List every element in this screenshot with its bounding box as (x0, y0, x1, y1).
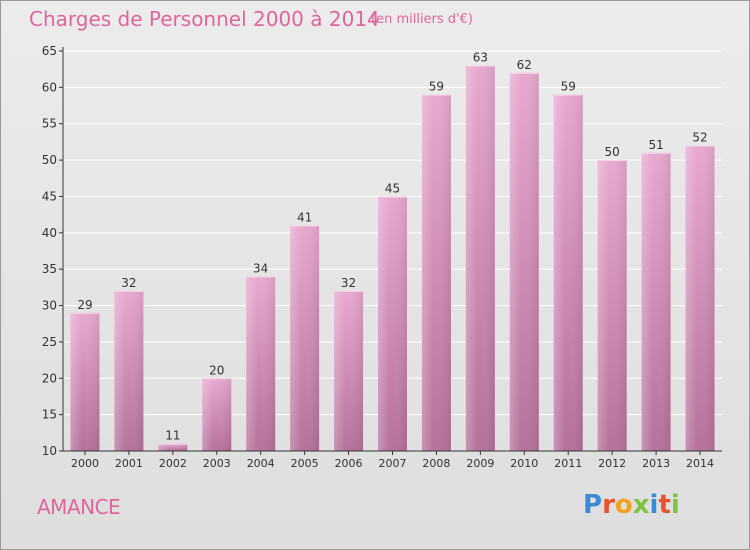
y-tick-label: 65 (42, 44, 57, 58)
bar-value-label: 41 (297, 211, 312, 225)
bar-shine (334, 291, 364, 451)
x-tick-label: 2011 (554, 457, 582, 470)
bar-value-label: 50 (605, 145, 620, 159)
x-tick-label: 2012 (598, 457, 626, 470)
proxiti-logo[interactable]: Proxiti (583, 490, 680, 520)
x-tick-label: 2013 (642, 457, 670, 470)
x-tick-label: 2009 (466, 457, 494, 470)
labels-layer: 29 32 11 20 34 41 32 45 59 63 62 59 50 51 52 (77, 51, 707, 443)
y-tick-label: 20 (42, 371, 57, 385)
y-tick-label: 40 (42, 226, 57, 240)
bar-value-label: 32 (121, 276, 136, 290)
logo-letter: o (614, 490, 633, 520)
logo-letter: i (649, 490, 659, 520)
chart-title: Charges de Personnel 2000 à 2014 (29, 7, 380, 31)
bar-shine (378, 196, 407, 451)
bar-shine (553, 94, 583, 452)
bar-value-label: 29 (77, 298, 92, 312)
x-tick-label: 2000 (71, 457, 99, 470)
x-tick-label: 2005 (291, 457, 319, 470)
bar-shine (421, 94, 451, 452)
y-tick-label: 15 (42, 408, 57, 422)
bar-shine (290, 225, 320, 451)
bar-shine (158, 443, 188, 451)
bar-value-label: 63 (473, 51, 488, 65)
y-tick-label: 60 (42, 80, 57, 94)
y-tick-label: 45 (42, 189, 57, 203)
bar-value-label: 32 (341, 276, 356, 290)
x-tick-label: 2003 (203, 457, 231, 470)
place-name: AMANCE (37, 495, 121, 519)
logo-letter: i (670, 490, 680, 520)
bar-value-label: 59 (561, 80, 576, 94)
logo-letter: x (632, 490, 650, 520)
bar-value-label: 45 (385, 181, 400, 195)
logo-letter: t (658, 490, 671, 520)
bar-shine (246, 276, 276, 451)
y-tick-label: 10 (42, 444, 57, 458)
bar-value-label: 59 (429, 80, 444, 94)
y-tick-label: 30 (42, 299, 57, 313)
y-tick-label: 35 (42, 262, 57, 276)
bar-value-label: 11 (165, 429, 180, 443)
x-tick-label: 2010 (510, 457, 538, 470)
logo-letter: r (602, 490, 615, 520)
bar-shine (641, 152, 671, 451)
bar-value-label: 20 (209, 363, 224, 377)
bar-shine (465, 65, 495, 451)
bar-shine (509, 72, 539, 452)
bar-value-label: 51 (648, 138, 663, 152)
bar-value-label: 34 (253, 261, 268, 275)
bar-value-label: 52 (692, 131, 707, 145)
x-tick-label: 2001 (115, 457, 143, 470)
chart-subtitle: (en milliers d'€) (371, 12, 473, 27)
bar-shine (685, 145, 715, 451)
y-tick-label: 50 (42, 153, 57, 167)
bar-shine (597, 160, 627, 451)
x-tick-label: 2007 (379, 457, 407, 470)
x-tick-label: 2002 (159, 457, 187, 470)
x-tick-label: 2004 (247, 457, 275, 470)
bar-shine (202, 378, 232, 451)
bar-shine (70, 312, 100, 451)
y-tick-label: 25 (42, 335, 57, 349)
y-tick-label: 55 (42, 117, 57, 131)
x-tick-label: 2014 (686, 457, 714, 470)
bar-shine (114, 291, 144, 451)
bar-value-label: 62 (517, 58, 532, 72)
x-tick-label: 2006 (335, 457, 363, 470)
bars-layer (70, 65, 715, 452)
axis-layer: 10 15 20 25 30 35 40 45 50 55 60 65 2000 2001 2002 2003… (42, 44, 722, 470)
logo-letter: P (583, 490, 603, 520)
x-tick-label: 2008 (422, 457, 450, 470)
